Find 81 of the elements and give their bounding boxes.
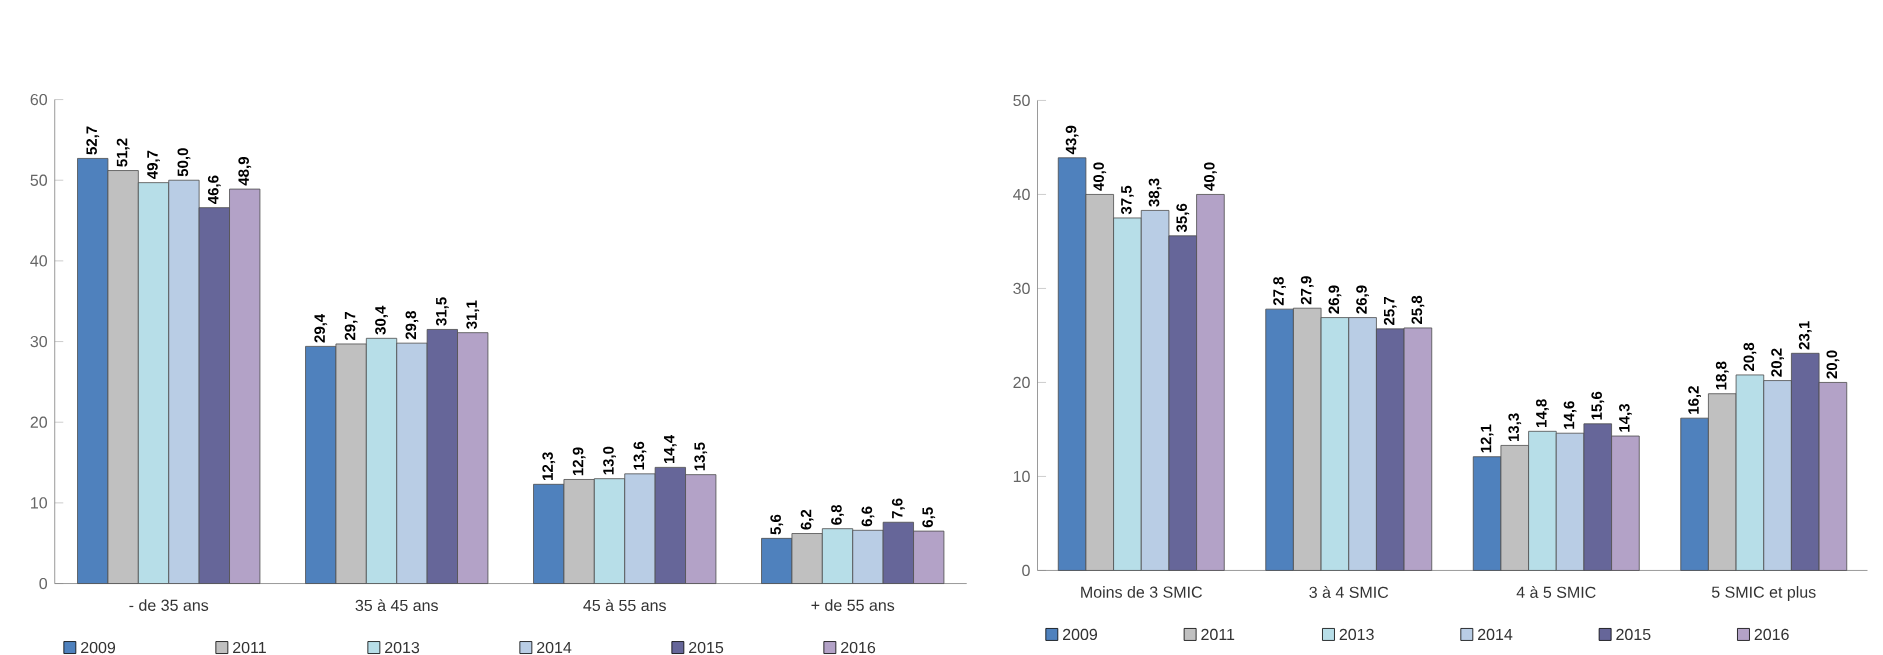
legend-label: 2009 [1063, 628, 1098, 641]
data-label: 38,3 [1148, 178, 1162, 207]
y-tick-label: 50 [30, 174, 48, 186]
data-label: 29,7 [344, 311, 358, 340]
data-label: 12,3 [542, 452, 556, 480]
data-label: 14,3 [1619, 403, 1632, 432]
data-label: 50,0 [177, 148, 191, 177]
data-label: 14,6 [1563, 401, 1577, 429]
data-label: 14,8 [1536, 399, 1549, 427]
x-tick-label: 3 à 4 SMIC [1309, 585, 1389, 598]
data-label: 15,6 [1591, 391, 1605, 420]
data-label: 46,6 [207, 175, 221, 204]
data-label: 6,5 [922, 507, 936, 528]
legend-label: 2015 [1616, 628, 1651, 641]
y-tick-label: 0 [1022, 564, 1030, 577]
data-label: 35,6 [1176, 203, 1190, 232]
x-tick-label: 45 à 55 ans [583, 599, 666, 611]
x-tick-label: - de 35 ans [129, 599, 209, 611]
legend-label: 2013 [385, 641, 420, 654]
data-label: 26,9 [1328, 285, 1342, 314]
data-label: 43,9 [1065, 125, 1079, 155]
y-tick-label: 40 [30, 255, 48, 267]
data-label: 49,7 [147, 150, 160, 179]
data-label: 20,8 [1743, 342, 1757, 371]
data-label: 25,7 [1383, 296, 1397, 325]
data-label: 31,1 [466, 300, 480, 329]
data-label: 13,5 [694, 442, 708, 471]
x-tick-label: 35 à 45 ans [355, 599, 438, 611]
x-tick-label: 5 SMIC et plus [1711, 585, 1816, 601]
legend-label: 2015 [689, 641, 724, 654]
data-label: 29,4 [314, 313, 328, 343]
y-tick-label: 20 [1013, 376, 1030, 389]
legend-label: 2013 [1339, 628, 1374, 641]
data-label: 6,2 [800, 509, 814, 530]
data-label: 40,0 [1093, 162, 1107, 191]
legend-label: 2016 [1754, 628, 1789, 641]
data-label: 12,1 [1480, 424, 1494, 453]
x-tick-label: + de 55 ans [811, 599, 895, 611]
data-label: 29,8 [405, 310, 419, 340]
y-tick-label: 10 [1013, 470, 1030, 483]
data-label: 48,9 [238, 156, 252, 186]
legend-label: 2009 [81, 641, 116, 654]
data-label: 13,0 [603, 446, 616, 475]
data-label: 20,0 [1826, 350, 1840, 379]
x-tick-label: Moins de 3 SMIC [1081, 585, 1202, 598]
data-label: 37,5 [1121, 185, 1134, 215]
data-label: 18,8 [1715, 361, 1729, 390]
data-label: 51,2 [116, 138, 130, 167]
data-label: 16,2 [1688, 386, 1701, 414]
data-label: 31,5 [435, 297, 449, 326]
y-tick-label: 30 [1013, 282, 1030, 295]
data-label: 6,6 [861, 506, 875, 527]
data-label: 30,4 [375, 305, 388, 335]
y-tick-label: 40 [1013, 188, 1030, 201]
data-label: 7,6 [891, 498, 905, 519]
data-label: 5,6 [770, 514, 784, 535]
data-label: 52,7 [86, 126, 100, 155]
y-tick-label: 10 [31, 497, 48, 509]
y-tick-label: 20 [30, 416, 48, 428]
data-label: 25,8 [1411, 295, 1425, 324]
data-label: 27,9 [1300, 276, 1314, 305]
data-label: 27,8 [1273, 276, 1286, 306]
data-label: 13,6 [633, 441, 647, 470]
y-tick-label: 50 [1013, 94, 1030, 107]
legend-label: 2014 [1478, 628, 1513, 641]
data-label: 12,9 [572, 447, 586, 476]
data-label: 40,0 [1204, 162, 1217, 191]
y-tick-label: 60 [30, 93, 48, 106]
x-tick-label: 4 à 5 SMIC [1516, 585, 1596, 598]
legend-label: 2016 [841, 641, 876, 654]
legend-label: 2014 [537, 641, 572, 654]
y-tick-label: 30 [30, 335, 48, 348]
y-tick-label: 0 [39, 577, 48, 590]
data-label: 14,4 [664, 434, 677, 463]
data-label: 26,9 [1356, 285, 1369, 314]
data-label: 6,8 [831, 504, 844, 525]
data-label: 13,3 [1508, 413, 1522, 441]
legend-label: 2011 [1201, 628, 1235, 641]
data-label: 20,2 [1771, 348, 1784, 377]
legend-label: 2011 [233, 641, 266, 654]
data-label: 23,1 [1798, 321, 1812, 350]
